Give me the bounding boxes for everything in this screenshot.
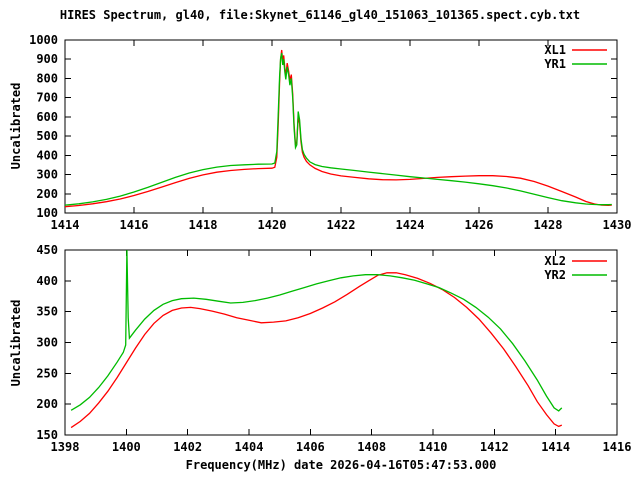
series-YR1-line — [64, 52, 612, 206]
top-panel-y-tick-label: 1000 — [29, 33, 58, 47]
top-panel-x-tick-label: 1414 — [51, 218, 80, 232]
legend-label-YR1: YR1 — [544, 57, 566, 71]
legend-label-XL1: XL1 — [544, 43, 566, 57]
bottom-panel-x-tick-label: 1406 — [296, 440, 325, 454]
bottom-panel-y-tick-label: 200 — [36, 397, 58, 411]
bottom-panel-x-tick-label: 1402 — [173, 440, 202, 454]
top-panel-y-tick-label: 900 — [36, 52, 58, 66]
bottom-panel-y-tick-label: 450 — [36, 243, 58, 257]
top-panel-x-tick-label: 1424 — [396, 218, 425, 232]
top-panel-x-tick-label: 1428 — [534, 218, 563, 232]
top-panel-y-tick-label: 300 — [36, 168, 58, 182]
top-panel-y-tick-label: 800 — [36, 71, 58, 85]
chart-title: HIRES Spectrum, gl40, file:Skynet_61146_… — [59, 8, 581, 22]
bottom-panel-x-tick-label: 1404 — [235, 440, 264, 454]
bottom-panel-x-tick-label: 1398 — [51, 440, 80, 454]
series-YR2-line — [70, 249, 563, 412]
bottom-panel-x-tick-label: 1400 — [112, 440, 141, 454]
bottom-panel-y-axis-label: Uncalibrated — [9, 299, 23, 387]
series-XL2-line — [70, 272, 563, 429]
legend-label-YR2: YR2 — [544, 268, 566, 282]
bottom-panel-y-tick-label: 150 — [36, 428, 58, 442]
series-XL1-line — [64, 49, 612, 208]
bottom-panel-x-tick-label: 1414 — [541, 440, 570, 454]
bottom-panel-x-tick-label: 1408 — [357, 440, 386, 454]
x-axis-label: Frequency(MHz) date 2026-04-16T05:47:53.… — [185, 458, 497, 472]
top-panel-y-tick-label: 700 — [36, 91, 58, 105]
bottom-panel-y-tick-label: 250 — [36, 366, 58, 380]
bottom-panel-y-tick-label: 400 — [36, 274, 58, 288]
top-panel-y-tick-label: 500 — [36, 129, 58, 143]
top-panel-x-tick-label: 1420 — [258, 218, 287, 232]
top-panel-x-tick-label: 1426 — [465, 218, 494, 232]
top-panel-x-tick-label: 1422 — [327, 218, 356, 232]
legend-label-XL2: XL2 — [544, 254, 566, 268]
top-panel-y-axis-label: Uncalibrated — [9, 82, 23, 170]
top-panel-y-tick-label: 400 — [36, 148, 58, 162]
bottom-panel-x-tick-label: 1416 — [603, 440, 632, 454]
top-panel-x-tick-label: 1416 — [120, 218, 149, 232]
top-panel-y-tick-label: 200 — [36, 187, 58, 201]
top-panel-y-tick-label: 600 — [36, 110, 58, 124]
top-panel-y-tick-label: 100 — [36, 206, 58, 220]
bottom-panel-y-tick-label: 300 — [36, 336, 58, 350]
bottom-panel-y-tick-label: 350 — [36, 305, 58, 319]
bottom-panel-x-tick-label: 1410 — [419, 440, 448, 454]
bottom-panel-x-tick-label: 1412 — [480, 440, 509, 454]
top-panel-x-tick-label: 1418 — [189, 218, 218, 232]
top-panel-x-tick-label: 1430 — [603, 218, 632, 232]
